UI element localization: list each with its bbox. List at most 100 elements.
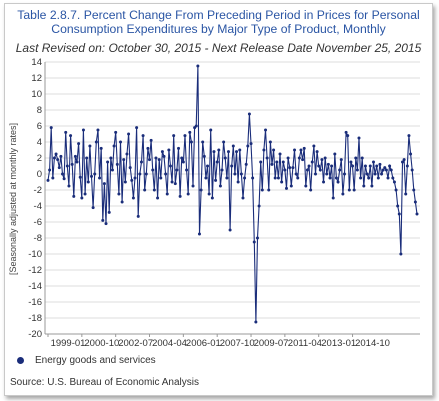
data-point — [185, 168, 189, 172]
y-tick-label: -16 — [28, 297, 42, 308]
data-point — [288, 166, 292, 170]
data-point — [112, 144, 116, 148]
data-point — [152, 188, 156, 192]
data-point — [280, 180, 284, 184]
data-point — [61, 172, 65, 176]
data-point — [101, 218, 105, 222]
data-point — [339, 158, 343, 162]
data-point — [307, 164, 311, 168]
y-tick-label: -4 — [34, 201, 42, 212]
data-point — [69, 134, 73, 138]
data-point — [191, 184, 195, 188]
data-point — [278, 152, 282, 156]
chart-frame: Table 2.8.7. Percent Change From Precedi… — [4, 3, 433, 396]
y-tick-label: 10 — [31, 89, 42, 100]
data-point — [123, 180, 127, 184]
data-point — [197, 232, 201, 236]
data-point — [318, 168, 322, 172]
data-point — [199, 188, 203, 192]
data-point — [289, 184, 293, 188]
data-point — [138, 172, 142, 176]
data-point — [226, 150, 230, 154]
x-tick-label: 2011-04 — [288, 338, 322, 349]
series-line — [47, 65, 418, 323]
data-point — [65, 164, 69, 168]
data-point — [296, 176, 300, 180]
data-point — [156, 196, 160, 200]
data-point — [334, 176, 338, 180]
y-tick-label: -2 — [34, 185, 42, 196]
data-point — [373, 172, 377, 176]
data-point — [75, 160, 79, 164]
data-point — [391, 176, 395, 180]
data-point — [260, 188, 264, 192]
data-point — [86, 180, 90, 184]
data-point — [222, 140, 226, 144]
data-point — [217, 148, 221, 152]
data-point — [309, 188, 313, 192]
data-point — [188, 130, 192, 134]
y-tick-label: -12 — [28, 265, 42, 276]
data-point — [404, 192, 408, 196]
data-point — [357, 136, 361, 140]
data-point — [246, 144, 250, 148]
y-tick-label: 12 — [31, 73, 42, 84]
data-point — [355, 168, 359, 172]
y-tick-label: 6 — [37, 121, 42, 132]
data-point — [336, 180, 340, 184]
data-point — [323, 156, 327, 160]
data-point — [183, 134, 187, 138]
data-point — [305, 168, 309, 172]
data-point — [127, 132, 131, 136]
data-point — [413, 200, 417, 204]
data-point — [131, 196, 135, 200]
x-tick-label: 2006-01 — [186, 338, 221, 349]
y-tick-label: 2 — [37, 153, 42, 164]
data-point — [394, 188, 398, 192]
data-point — [241, 196, 245, 200]
y-tick-label: -14 — [28, 281, 42, 292]
data-point — [77, 142, 81, 146]
data-point — [342, 172, 346, 176]
data-point — [139, 160, 143, 164]
data-point — [315, 150, 319, 154]
data-point — [104, 222, 108, 226]
x-tick-label: 2002-07 — [118, 338, 153, 349]
y-tick-label: -20 — [28, 329, 42, 340]
data-point — [80, 196, 84, 200]
data-point — [273, 176, 277, 180]
data-point — [301, 158, 305, 162]
x-axis-ticks: 1999-012000-102002-072004-042006-012007-… — [47, 334, 390, 349]
data-point — [230, 164, 234, 168]
data-point — [383, 166, 387, 170]
data-point — [173, 182, 177, 186]
data-point — [218, 184, 222, 188]
data-point — [330, 164, 334, 168]
data-point — [73, 154, 77, 158]
data-point — [409, 152, 413, 156]
data-point — [98, 176, 102, 180]
data-point — [148, 158, 152, 162]
data-point — [313, 172, 317, 176]
data-point — [362, 184, 366, 188]
data-point — [381, 168, 385, 172]
data-point — [384, 168, 388, 172]
data-point — [106, 160, 110, 164]
data-point — [371, 160, 375, 164]
legend-marker — [17, 357, 24, 364]
data-point — [212, 150, 216, 154]
data-point — [235, 150, 239, 154]
data-point — [375, 164, 379, 168]
data-point — [265, 156, 269, 160]
data-point — [378, 162, 382, 166]
data-point — [392, 180, 396, 184]
data-point — [370, 184, 374, 188]
y-tick-label: 4 — [37, 137, 42, 148]
data-point — [267, 188, 271, 192]
data-point — [264, 128, 268, 132]
data-point — [151, 168, 155, 172]
line-chart: 14 12 10 8 6 4 2 0 -2 -4 -6 -8 -10 -12 -14 -16 -18 -20 19… — [28, 57, 420, 349]
data-point — [119, 140, 123, 144]
data-point — [251, 176, 255, 180]
data-point — [122, 158, 126, 162]
